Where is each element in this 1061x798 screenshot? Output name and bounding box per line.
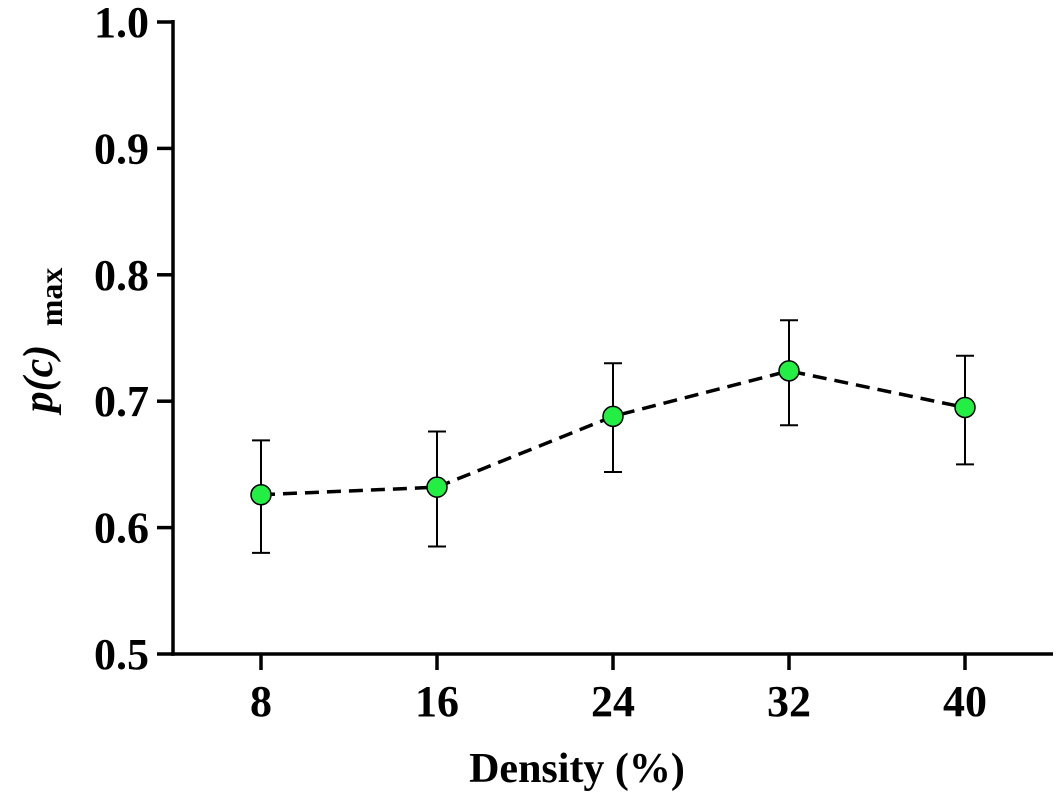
y-tick-label: 0.5 (94, 630, 149, 679)
x-tick-label: 40 (943, 677, 987, 726)
data-point (778, 360, 800, 382)
x-tick-label: 32 (767, 677, 811, 726)
y-tick-label: 0.6 (94, 504, 149, 553)
axes (171, 20, 1053, 656)
y-tick-label: 0.9 (94, 124, 149, 173)
y-tick-label: 0.8 (94, 251, 149, 300)
x-axis-title: Density (%) (469, 746, 685, 792)
x-tick-label: 24 (591, 677, 635, 726)
data-point (954, 396, 976, 419)
data-point (426, 476, 448, 498)
x-tick-label: 16 (415, 677, 459, 726)
x-tick-label: 8 (250, 677, 272, 726)
error-bars (252, 319, 974, 554)
y-axis-title: p(c) max (16, 268, 69, 416)
x-ticks: 8 16 24 32 40 (250, 654, 987, 726)
y-axis-title-main: p(c) (16, 345, 62, 416)
data-point (250, 483, 272, 506)
y-tick-label: 0.7 (94, 377, 149, 426)
y-axis-title-sub: max (33, 268, 69, 327)
y-tick-label: 1.0 (94, 0, 149, 47)
y-ticks: 0.5 0.6 0.7 0.8 0.9 1.0 (94, 0, 173, 679)
data-point (602, 405, 624, 428)
data-points (250, 360, 976, 506)
